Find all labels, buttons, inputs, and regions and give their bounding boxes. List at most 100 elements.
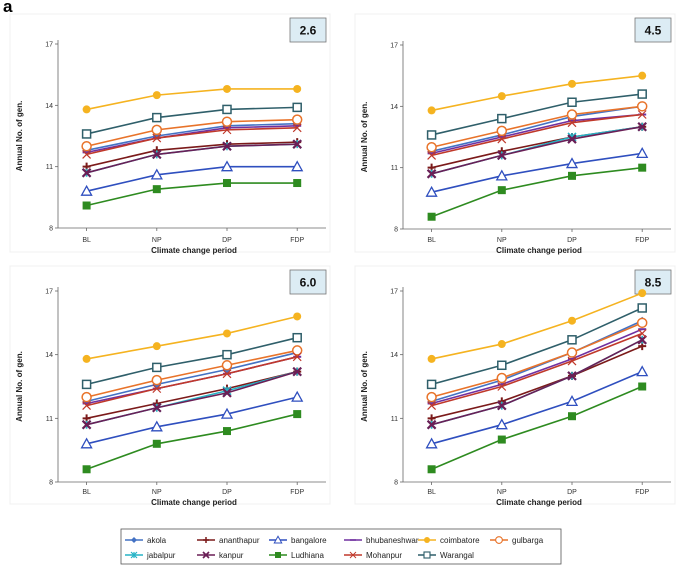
y-tick-label: 8 <box>49 226 53 233</box>
series-gulbarga <box>426 317 648 403</box>
data-point-coimbatore <box>82 105 91 114</box>
series-bangalore <box>425 147 649 197</box>
series-line-kanpur <box>86 370 298 426</box>
series-kanpur <box>426 335 647 430</box>
data-point-gulbarga <box>151 124 163 136</box>
data-point-mohanpur <box>222 369 232 379</box>
x-tick-label: NP <box>497 237 507 244</box>
legend-label: Ludhiana <box>291 551 324 560</box>
data-point-gulbarga <box>81 140 92 152</box>
legend-entry-kanpur: kanpur <box>197 551 244 560</box>
legend-label: gulbarga <box>512 536 544 545</box>
y-tick-label: 8 <box>394 227 398 234</box>
series-line-ludhiana <box>431 166 643 218</box>
series-bangalore <box>425 365 649 449</box>
data-point-coimbatore <box>293 312 302 321</box>
data-point-warangal <box>292 332 302 343</box>
data-point-ludhiana <box>568 171 576 180</box>
data-point-ludhiana <box>568 412 576 421</box>
data-point-coimbatore <box>82 354 91 363</box>
data-point-kanpur <box>81 168 92 178</box>
legend-box <box>120 528 562 565</box>
series-gulbarga <box>426 101 648 153</box>
y-tick-label: 11 <box>46 416 53 423</box>
legend-marker-bangalore <box>273 535 283 544</box>
data-point-kanpur <box>567 134 577 144</box>
data-point-kanpur <box>81 419 92 430</box>
legend-entry-ludhiana: Ludhiana <box>269 551 324 560</box>
data-point-gulbarga <box>291 345 303 356</box>
series-line-akola <box>86 351 298 403</box>
series-warangal <box>81 332 302 390</box>
data-point-bangalore <box>495 418 508 430</box>
data-point-mohanpur <box>497 382 507 391</box>
data-point-coimbatore <box>568 316 576 325</box>
series-akola <box>82 119 302 155</box>
y-tick-label: 17 <box>45 289 53 296</box>
data-point-warangal <box>637 89 647 99</box>
data-point-gulbarga <box>566 347 578 358</box>
panel-frame <box>354 13 676 253</box>
series-line-warangal <box>431 307 643 386</box>
legend-marker-kanpur <box>202 551 210 559</box>
legend-marker-akola <box>131 537 137 543</box>
series-line-bangalore <box>86 165 298 192</box>
series-line-coimbatore <box>86 88 298 111</box>
legend-marker-ananthapur <box>203 537 209 543</box>
legend-entry-ananthapur: ananthapur <box>197 536 260 545</box>
data-point-coimbatore <box>427 106 436 115</box>
legend: akola ananthapur bangalore bhubaneshwar coim… <box>120 528 562 565</box>
series-ludhiana <box>82 410 302 474</box>
data-point-bangalore <box>150 168 163 180</box>
series-akola <box>427 316 647 406</box>
series-warangal <box>426 89 647 140</box>
data-point-bangalore <box>220 160 234 172</box>
data-point-warangal <box>152 112 162 123</box>
data-point-kanpur <box>152 149 162 160</box>
legend-marker-gulbarga <box>495 536 503 544</box>
series-ludhiana <box>82 179 302 210</box>
y-tick-label: 11 <box>46 164 53 171</box>
data-point-kanpur <box>567 371 577 381</box>
rcp-label: 2.6 <box>300 24 317 38</box>
data-point-warangal <box>81 129 92 139</box>
data-point-coimbatore <box>223 84 231 93</box>
series-line-bhubaneshwar <box>86 124 298 154</box>
series-mohanpur <box>82 123 302 159</box>
data-point-bangalore <box>565 157 579 169</box>
data-point-ludhiana <box>152 185 161 194</box>
data-point-bangalore <box>80 437 93 449</box>
legend-label: coimbatore <box>440 536 480 545</box>
series-line-bhubaneshwar <box>431 113 643 155</box>
series-line-ananthapur <box>86 370 298 420</box>
data-point-ludhiana <box>427 212 436 221</box>
series-line-gulbarga <box>431 105 643 149</box>
data-point-kanpur <box>222 141 232 151</box>
legend-label: Warangal <box>440 551 474 560</box>
data-point-gulbarga <box>81 391 92 403</box>
legend-entry-bhubaneshwar: bhubaneshwar <box>344 536 419 545</box>
series-line-ludhiana <box>86 182 298 207</box>
series-line-gulbarga <box>86 118 298 148</box>
legend-label: bhubaneshwar <box>366 536 419 545</box>
data-point-kanpur <box>497 150 507 161</box>
series-line-ananthapur <box>431 345 643 420</box>
data-point-warangal <box>222 104 232 115</box>
data-point-ludhiana <box>497 186 506 195</box>
x-tick-label: BL <box>82 237 91 244</box>
series-line-akola <box>431 105 643 153</box>
data-point-bangalore <box>636 365 649 377</box>
rcp-label: 8.5 <box>645 276 662 290</box>
data-point-gulbarga <box>221 360 233 371</box>
series-line-warangal <box>86 336 298 386</box>
data-point-ludhiana <box>82 465 91 474</box>
x-axis-title: Climate change period <box>496 498 582 507</box>
data-point-gulbarga <box>636 101 648 112</box>
series-line-mohanpur <box>86 127 298 156</box>
series-warangal <box>81 102 302 139</box>
x-tick-label: NP <box>152 489 162 496</box>
data-point-gulbarga <box>566 109 578 120</box>
series-line-mohanpur <box>431 113 643 157</box>
x-tick-label: NP <box>152 237 162 244</box>
data-point-bangalore <box>425 437 438 449</box>
